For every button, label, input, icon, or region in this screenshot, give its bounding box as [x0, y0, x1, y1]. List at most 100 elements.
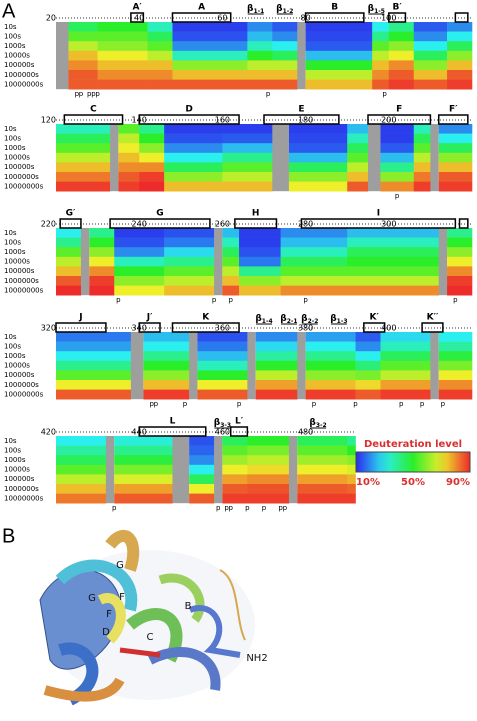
heat-cell [164, 124, 223, 134]
heat-cell [255, 341, 298, 352]
heat-cell [118, 181, 140, 192]
time-label: 1000000s [4, 71, 39, 79]
heat-cell [272, 41, 298, 52]
heat-cell [247, 445, 290, 456]
heat-cell [380, 389, 431, 400]
heat-cell [89, 276, 115, 286]
heat-cell [118, 124, 140, 134]
heat-cell [438, 332, 473, 342]
x-tick-label: 360 [215, 324, 230, 333]
heat-cell [114, 276, 165, 286]
x-tick-label: 60 [217, 14, 227, 23]
beta-strand-label: β2-2 [301, 314, 318, 325]
time-label: 10000s [4, 52, 30, 60]
heat-cell [438, 389, 473, 400]
heat-cell [222, 285, 240, 296]
heat-cell [164, 152, 223, 163]
heat-cell [447, 228, 473, 238]
heat-cell [222, 228, 240, 238]
heat-cell [297, 436, 348, 446]
heat-cell [56, 464, 107, 475]
heat-cell [56, 228, 82, 238]
helix-box [55, 322, 107, 333]
structure-label: G [88, 593, 96, 604]
heat-cell [197, 380, 248, 390]
heat-cell [222, 124, 273, 134]
proline-marker: p [262, 504, 267, 512]
time-label: 10000s [4, 362, 30, 370]
heat-cell [247, 22, 273, 32]
heat-cell [239, 247, 281, 258]
heat-cell [239, 256, 281, 267]
helix-label: K [202, 313, 210, 323]
heat-cell [272, 70, 298, 80]
time-label: 10s [4, 437, 17, 445]
x-tick-label: 300 [381, 220, 396, 229]
heat-cell [56, 172, 111, 182]
heat-cell [114, 436, 173, 446]
time-label: 10000s [4, 466, 30, 474]
proline-marker: p [245, 504, 250, 512]
heat-cell [438, 351, 473, 362]
helix-box [363, 322, 386, 333]
x-tick-label: 400 [381, 324, 396, 333]
heat-cell [114, 247, 165, 258]
panel-label: B [2, 525, 15, 547]
no-data [80, 228, 90, 296]
heat-cell [189, 484, 215, 494]
heat-cell [380, 341, 431, 352]
heat-cell [56, 256, 82, 267]
heat-cell [380, 172, 415, 182]
heat-cell [280, 237, 348, 248]
heat-cell [447, 31, 473, 42]
x-tick-label: 180 [298, 116, 313, 125]
heat-cell [288, 162, 348, 173]
beta-sub: 1-3 [337, 318, 348, 325]
heat-cell [239, 266, 281, 277]
heat-cell [347, 162, 369, 173]
heat-cell [172, 70, 248, 80]
proline-marker: p [149, 400, 154, 408]
beta-name: β [214, 418, 221, 428]
heat-cell [347, 484, 356, 494]
no-data [430, 124, 439, 192]
x-tick-label: 200 [381, 116, 396, 125]
colorbar [355, 451, 471, 473]
heat-cell [297, 493, 348, 504]
x-tick-label: 260 [215, 220, 230, 229]
beta-name: β [309, 418, 316, 428]
heat-cell [89, 228, 115, 238]
helix-box [300, 218, 457, 229]
beta-name: β [276, 4, 283, 14]
heat-cell [89, 237, 115, 248]
proline-marker: p [75, 90, 80, 98]
time-label: 100s [4, 446, 21, 454]
heat-cell [347, 285, 440, 296]
heat-cell [89, 266, 115, 277]
heat-cell [239, 237, 281, 248]
heat-cell [280, 247, 348, 258]
heat-cell [222, 181, 273, 192]
heat-cell [197, 351, 248, 362]
heat-cell [68, 22, 98, 32]
heat-cell [272, 22, 298, 32]
heat-cell [380, 351, 431, 362]
beta-name: β [368, 4, 375, 14]
heat-cell [447, 247, 473, 258]
heat-cell [272, 50, 298, 61]
heat-cell [56, 445, 107, 456]
beta-name: β [280, 314, 287, 324]
beta-strand-label: β1-5 [368, 4, 385, 15]
proline-marker: p [154, 400, 159, 408]
heat-cell [380, 133, 415, 144]
helix-box [367, 114, 432, 125]
heat-cell [114, 256, 165, 267]
heat-cell [288, 124, 348, 134]
proline-marker: p [303, 296, 308, 304]
helix-label: B [331, 3, 338, 13]
heat-cell [297, 445, 348, 456]
heat-cell [56, 237, 82, 248]
heat-cell [372, 79, 390, 90]
colorbar-tick-label: 10% [356, 477, 380, 488]
heat-cell [89, 285, 115, 296]
